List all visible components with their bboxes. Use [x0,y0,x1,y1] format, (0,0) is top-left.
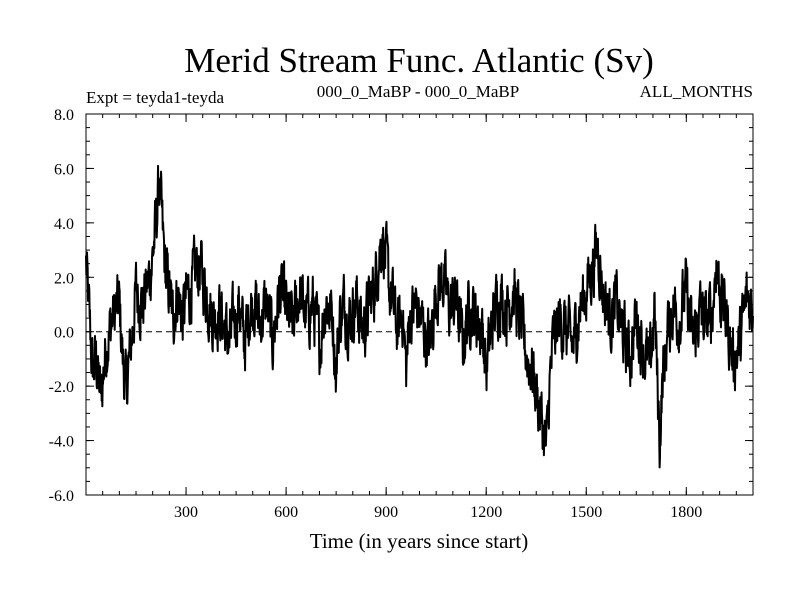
y-tick-label: 6.0 [54,161,74,178]
x-tick-label: 900 [374,504,398,521]
x-tick-label: 600 [274,504,298,521]
months-label: ALL_MONTHS [640,82,753,101]
y-tick-label: -2.0 [49,379,74,396]
x-tick-label: 300 [174,504,198,521]
chart-title: Merid Stream Func. Atlantic (Sv) [184,41,654,80]
y-tick-label: 2.0 [54,270,74,287]
y-tick-label: 4.0 [54,216,74,233]
y-tick-label: 8.0 [54,107,74,124]
y-axis: -6.0 -4.0 -2.0 0.0 2.0 4.0 6.0 8.0 [49,107,753,505]
y-tick-label: -6.0 [49,488,74,505]
x-tick-label: 1200 [470,504,502,521]
series-line-anomaly [85,164,754,469]
y-tick-label: 0.0 [54,325,74,342]
x-tick-label: 1800 [670,504,702,521]
y-tick-label: -4.0 [49,434,74,451]
x-axis: 300 600 900 1200 1500 1800 [102,114,737,521]
x-tick-label: 1500 [570,504,602,521]
x-axis-label: Time (in years since start) [310,529,529,553]
plot-frame [85,113,754,496]
period-label: 000_0_MaBP - 000_0_MaBP [317,82,519,101]
experiment-label: Expt = teyda1-teyda [86,88,224,107]
